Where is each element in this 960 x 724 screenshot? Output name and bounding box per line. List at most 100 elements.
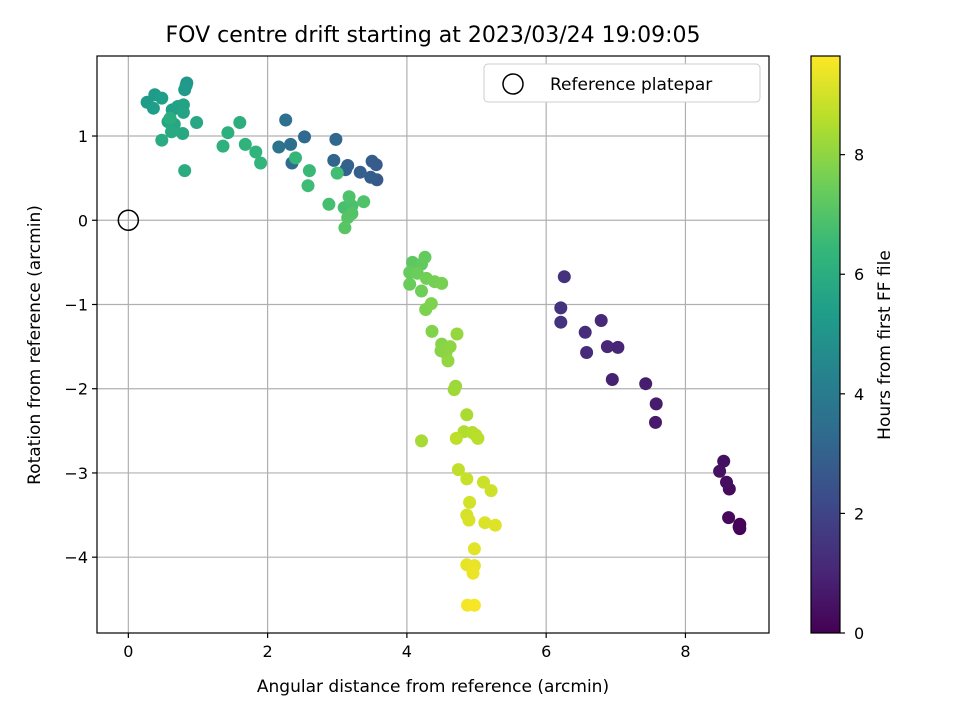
y-tick-label: −1 [64, 295, 88, 314]
data-point [441, 354, 455, 368]
data-point [594, 314, 608, 327]
data-point [488, 518, 502, 532]
colorbar-tick-label: 0 [854, 624, 864, 643]
colorbar-ticks: 0 2 4 6 8 [840, 146, 864, 643]
data-point [578, 325, 592, 339]
colorbar-tick-label: 2 [854, 504, 864, 523]
data-point [466, 566, 480, 580]
data-point [190, 116, 204, 129]
colorbar-tick-label: 8 [854, 146, 864, 165]
reference-platepar-point [117, 209, 140, 232]
data-point [353, 165, 367, 179]
data-point [717, 454, 731, 468]
data-point [484, 484, 498, 498]
data-point [580, 346, 594, 359]
data-point [418, 250, 432, 264]
data-point [722, 511, 736, 525]
data-point [238, 137, 252, 151]
data-point [254, 156, 268, 170]
data-point [732, 520, 746, 534]
y-axis-ticks: −4 −3 −2 −1 0 1 [64, 127, 97, 567]
colorbar-label: Hours from first FF file [875, 250, 895, 440]
data-point [600, 340, 614, 354]
data-point [467, 598, 481, 612]
y-tick-label: −3 [64, 464, 88, 483]
legend-box [483, 63, 761, 103]
legend: Reference platepar [483, 63, 761, 103]
data-point [216, 139, 230, 153]
data-point [365, 154, 379, 168]
y-tick-label: 0 [78, 211, 88, 230]
x-tick-label: 6 [541, 642, 551, 661]
y-tick-label: 1 [78, 127, 88, 146]
data-point [176, 127, 190, 140]
y-axis-label: Rotation from reference (arcmin) [25, 205, 45, 485]
legend-label-reference: Reference platepar [550, 75, 712, 95]
data-point [449, 431, 463, 445]
data-point [471, 431, 485, 445]
data-point [435, 276, 449, 290]
data-point [460, 408, 474, 422]
colorbar-gradient [810, 55, 841, 634]
data-point [425, 324, 439, 338]
data-point [330, 166, 344, 180]
data-point [554, 301, 568, 315]
data-point [221, 126, 235, 140]
data-point [146, 101, 160, 115]
data-point [639, 377, 653, 391]
data-point [463, 495, 477, 509]
data-points [140, 76, 747, 612]
data-point [342, 190, 356, 204]
colorbar-tick-label: 4 [854, 385, 864, 404]
data-point [327, 153, 341, 167]
colorbar: 0 2 4 6 8 Hours from first FF file [810, 55, 895, 643]
data-point [298, 130, 311, 144]
data-point [341, 211, 355, 225]
chart-title: FOV centre drift starting at 2023/03/24 … [166, 23, 701, 48]
data-point [557, 270, 571, 284]
data-point [477, 475, 490, 489]
reference-marker [117, 209, 140, 232]
x-axis-ticks: 0 2 4 6 8 [123, 633, 691, 661]
data-point [163, 111, 177, 125]
data-point [415, 434, 428, 448]
colorbar-tick-label: 6 [854, 265, 864, 284]
data-point [155, 91, 169, 105]
data-point [322, 197, 336, 211]
data-point [450, 327, 464, 341]
x-tick-label: 0 [123, 642, 133, 661]
data-point [605, 373, 619, 386]
data-point [364, 170, 378, 184]
data-point [720, 475, 733, 489]
data-point [301, 179, 315, 193]
data-point [155, 133, 169, 147]
data-point [233, 116, 247, 129]
data-point [443, 340, 457, 354]
data-point [272, 140, 286, 154]
data-point [462, 513, 476, 527]
data-point [415, 284, 428, 298]
data-point [176, 105, 190, 119]
data-point [460, 472, 474, 486]
plot-frame [96, 55, 770, 634]
data-point [178, 83, 192, 97]
data-point [467, 542, 481, 556]
data-point [611, 340, 625, 354]
grid-lines [97, 56, 769, 633]
data-point [289, 151, 302, 165]
data-point [424, 297, 438, 311]
legend-marker-reference [502, 73, 524, 95]
data-point [165, 125, 178, 139]
data-point [178, 164, 192, 178]
data-point [649, 415, 662, 429]
y-tick-label: −4 [64, 548, 88, 567]
data-point [284, 137, 298, 151]
x-tick-label: 8 [680, 642, 690, 661]
data-point [447, 383, 461, 397]
data-point [338, 221, 352, 235]
data-point [249, 145, 263, 159]
data-point [451, 463, 465, 477]
data-point [554, 315, 568, 329]
